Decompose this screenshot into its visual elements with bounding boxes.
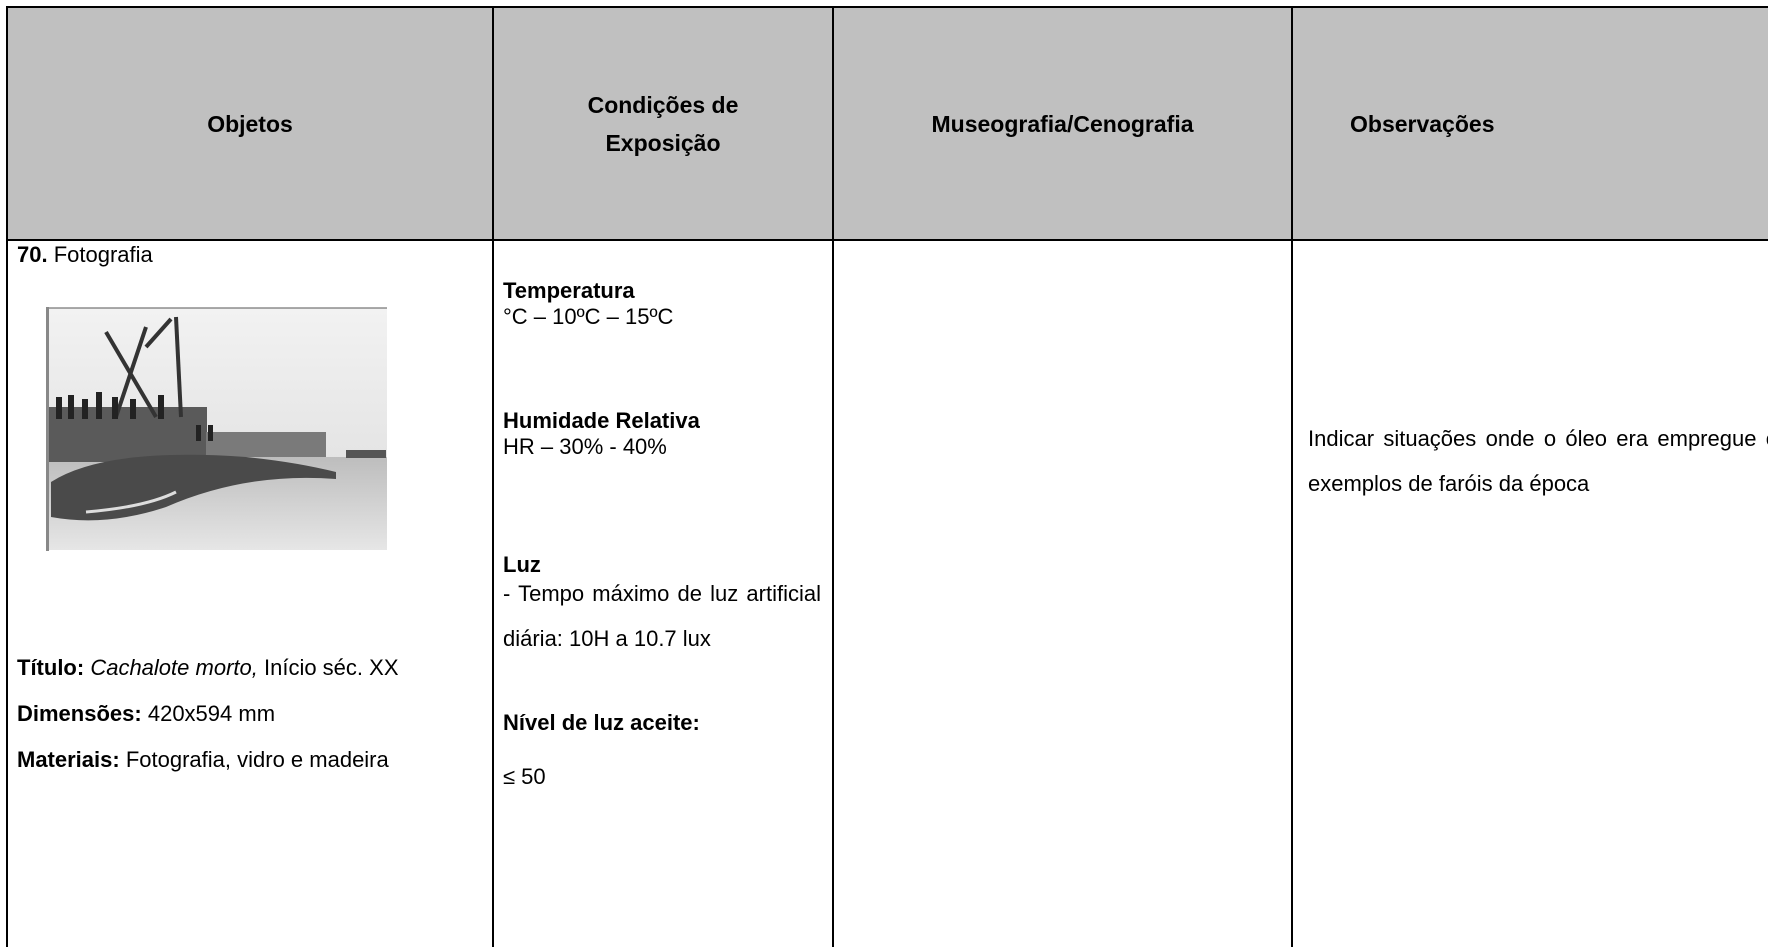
- observation: Indicar situações onde o óleo era empreg…: [1308, 426, 1768, 496]
- materials-value: Fotografia, vidro e madeira: [125, 747, 389, 772]
- header-cell: Condições de Exposição: [587, 91, 739, 156]
- object-details: Título: Cachalote morto, Início séc. XX …: [17, 645, 479, 783]
- title-date: Início séc. XX: [263, 655, 399, 680]
- border: [492, 6, 494, 947]
- label: Título:: [17, 655, 85, 680]
- header-background: [7, 7, 1768, 240]
- photograph: [46, 307, 387, 551]
- dimensions-value: 420x594 mm: [147, 701, 276, 726]
- header-cell: Museografia/Cenografia: [931, 110, 1194, 137]
- condition-value: ≤ 50: [503, 764, 546, 789]
- condition-label: Luz: [503, 552, 541, 577]
- border: [832, 6, 834, 947]
- condition-value: HR – 30% - 40%: [503, 434, 667, 459]
- title-value: Cachalote morto,: [90, 655, 258, 680]
- object-type: Fotografia: [53, 242, 153, 267]
- border: [6, 6, 1768, 8]
- condition-label: Humidade Relativa: [503, 408, 700, 433]
- condition-label: Temperatura: [503, 278, 635, 303]
- header-cell: Observações: [1350, 110, 1495, 137]
- condition-value: - Tempo máximo de luz artificial diária:…: [503, 581, 821, 651]
- label: Materiais:: [17, 747, 120, 772]
- label: Dimensões:: [17, 701, 142, 726]
- object-number: 70.: [17, 242, 48, 267]
- condition-label: Nível de luz aceite:: [503, 710, 700, 735]
- condition-value: °C – 10ºC – 15ºC: [503, 304, 674, 329]
- border: [6, 239, 1768, 241]
- header-cell: Objetos: [207, 110, 293, 137]
- border: [6, 6, 8, 947]
- border: [1291, 6, 1293, 947]
- object-heading: 70. Fotografia: [17, 242, 153, 268]
